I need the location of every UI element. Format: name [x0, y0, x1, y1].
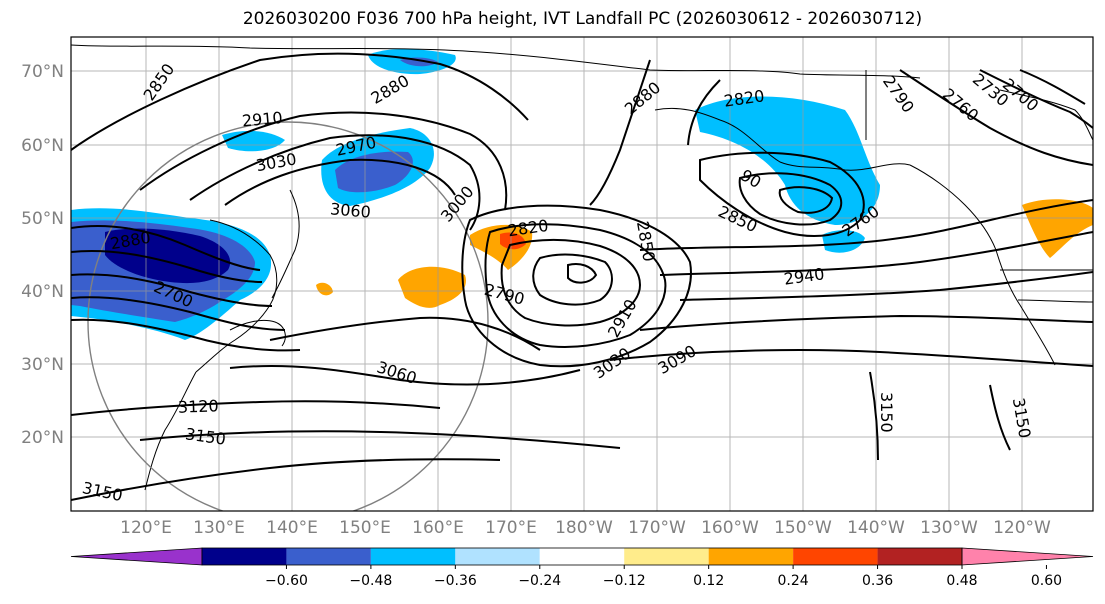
contour-label: 2910 [241, 108, 283, 130]
colorbar-segment [286, 548, 371, 565]
colorbar-segment [539, 548, 625, 565]
ivt-negative-region-alaska [695, 96, 880, 225]
lon-label: 170°E [485, 518, 537, 538]
map-title: 2026030200 F036 700 hPa height, IVT Land… [242, 9, 923, 29]
colorbar-segment [202, 548, 287, 565]
longitude-labels: 120°E 130°E 140°E 150°E 160°E 170°E 180°… [120, 518, 1051, 538]
colorbar-tick-label: 0.60 [1031, 573, 1062, 589]
ivt-negative-region-asia-core [105, 228, 231, 284]
ivt-negative-region-gulf [822, 230, 865, 253]
colorbar-segment [793, 548, 878, 565]
contour-label: 3060 [329, 199, 371, 221]
colorbar-extend-high [961, 547, 1094, 566]
lon-label: 170°W [628, 518, 686, 538]
graticule [71, 37, 1093, 511]
lon-label: 130°W [920, 518, 978, 538]
colorbar: −0.60 −0.48 −0.36 −0.24 −0.12 0.12 0.24 0.36 0.4… [70, 547, 1094, 589]
colorbar-tick-label: −0.48 [349, 573, 392, 589]
lon-label: 140°E [266, 518, 318, 538]
colorbar-segment [877, 548, 962, 565]
lon-label: 150°W [774, 518, 832, 538]
lon-label: 120°W [993, 518, 1051, 538]
colorbar-tick-label: −0.60 [265, 573, 308, 589]
lon-label: 180°W [555, 518, 613, 538]
ivt-positive-region-east [1022, 199, 1093, 258]
colorbar-tick-label: 0.36 [862, 573, 893, 589]
lon-label: 160°W [701, 518, 759, 538]
colorbar-tick-label: 0.48 [946, 573, 977, 589]
lat-label: 50°N [21, 209, 64, 229]
colorbar-segment [455, 548, 540, 565]
colorbar-outline [201, 547, 963, 566]
lon-label: 120°E [120, 518, 172, 538]
ivt-positive-region-small [316, 282, 333, 296]
reference-circle [87, 121, 489, 511]
contour-label: 3150 [877, 392, 896, 433]
latitude-labels: 70°N 60°N 50°N 40°N 30°N 20°N [21, 62, 64, 448]
colorbar-tick-label: 0.24 [778, 573, 809, 589]
colorbar-segment [708, 548, 794, 565]
map-frame [70, 36, 1094, 512]
colorbar-segment [370, 548, 456, 565]
ivt-positive-region-central-core [500, 232, 526, 250]
ivt-fill-layer [71, 49, 1093, 340]
colorbar-segment [624, 548, 709, 565]
height-contours [71, 52, 1093, 501]
colorbar-tick-label: −0.36 [434, 573, 477, 589]
contour-label: 3120 [178, 396, 219, 416]
lon-label: 150°E [339, 518, 391, 538]
colorbar-tick-label: 0.12 [693, 573, 724, 589]
lon-label: 160°E [412, 518, 464, 538]
colorbar-tick-label: −0.12 [603, 573, 646, 589]
lat-label: 30°N [21, 355, 64, 375]
colorbar-extend-low [70, 547, 203, 566]
ivt-positive-region-west [398, 266, 466, 308]
lat-label: 70°N [21, 62, 64, 82]
lat-label: 40°N [21, 282, 64, 302]
lon-label: 140°W [847, 518, 905, 538]
colorbar-tick-label: −0.24 [518, 573, 561, 589]
lon-label: 130°E [193, 518, 245, 538]
lat-label: 20°N [21, 428, 64, 448]
lat-label: 60°N [21, 136, 64, 156]
